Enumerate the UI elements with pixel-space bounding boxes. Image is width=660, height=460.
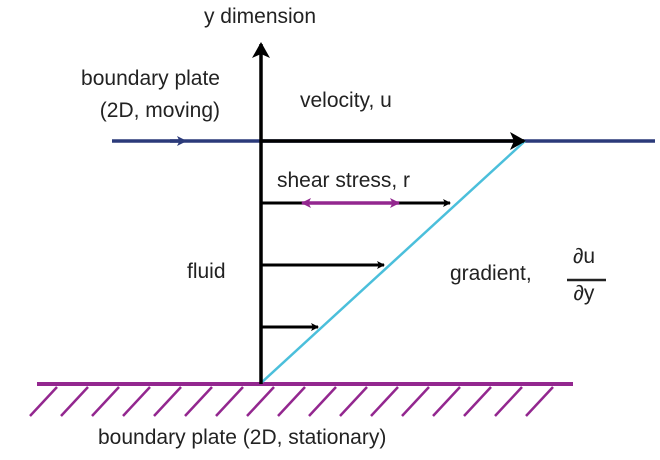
gradient-label: gradient, [450, 262, 532, 285]
hatch-mark [339, 386, 368, 417]
hatch-mark [308, 386, 337, 417]
hatch-mark [184, 386, 213, 417]
velocity-profile-line [260, 140, 526, 384]
hatch-mark [463, 386, 492, 417]
shear-stress-label: shear stress, r [277, 169, 410, 192]
moving-plate-label: boundary plate [81, 67, 220, 90]
hatch-mark [432, 386, 461, 417]
hatch-mark [370, 386, 399, 417]
velocity-label: velocity, u [300, 89, 392, 112]
hatch-mark [525, 386, 554, 417]
y-axis-label: y dimension [204, 5, 316, 28]
fluid-label: fluid [187, 260, 226, 283]
hatch-mark [153, 386, 182, 417]
moving-plate-sublabel: (2D, moving) [100, 99, 220, 122]
hatch-mark [246, 386, 275, 417]
stationary-plate-label: boundary plate (2D, stationary) [98, 426, 386, 449]
hatch-mark [29, 386, 58, 417]
stationary-plate-hatching [29, 386, 554, 417]
gradient-denominator: ∂y [574, 282, 595, 305]
hatch-mark [401, 386, 430, 417]
gradient-numerator: ∂u [573, 245, 595, 268]
hatch-mark [122, 386, 151, 417]
hatch-mark [60, 386, 89, 417]
hatch-mark [277, 386, 306, 417]
hatch-mark [215, 386, 244, 417]
hatch-mark [494, 386, 523, 417]
hatch-mark [91, 386, 120, 417]
